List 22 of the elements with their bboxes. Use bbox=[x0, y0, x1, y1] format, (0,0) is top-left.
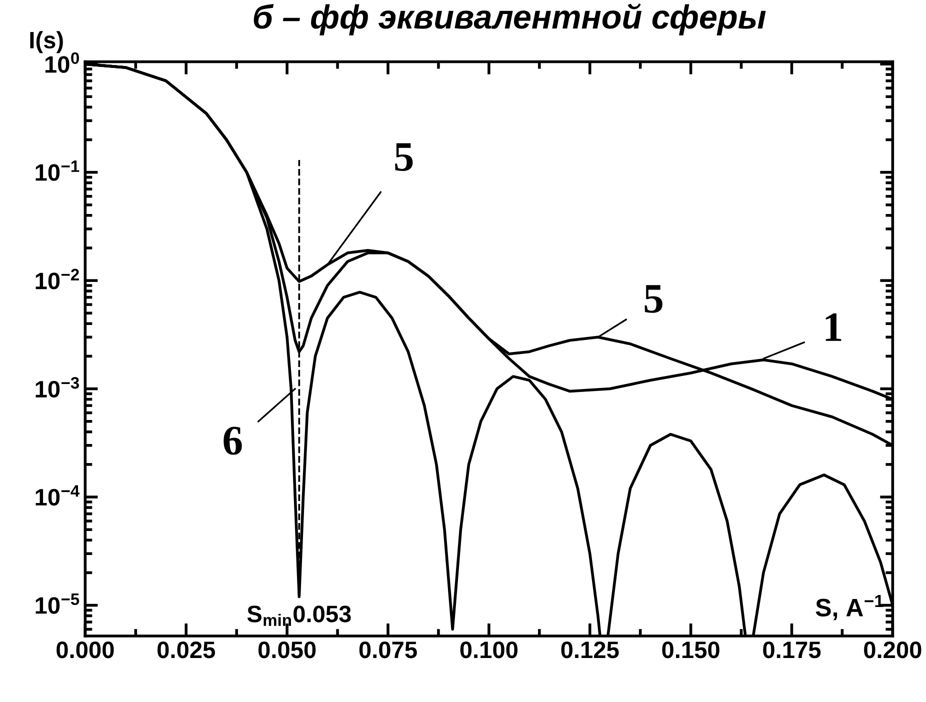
y-tick-label: 10$^{−4}$ bbox=[36, 485, 80, 506]
y-tick-label: 10$^{−3}$ bbox=[36, 377, 80, 398]
y-tick-label: 10$^{−1}$ bbox=[36, 160, 80, 181]
x-tick-label: 0.100 bbox=[460, 641, 518, 658]
y-tick-label: 10$^{−2}$ bbox=[36, 268, 79, 290]
y-tick-label: 10$^{−5}$ bbox=[36, 594, 80, 614]
chart-title: б – фф эквивалентной сферы bbox=[254, 4, 766, 36]
x-tick-label: 0.125 bbox=[561, 641, 619, 658]
annotation: 5 bbox=[644, 285, 662, 313]
x-tick-label: 0.000 bbox=[56, 641, 114, 658]
annotation: 6 bbox=[224, 426, 242, 455]
x-tick-label: 0.175 bbox=[763, 641, 821, 658]
annotation: 1 bbox=[826, 313, 842, 341]
x-tick-label: 0.050 bbox=[258, 641, 316, 658]
annotation: 5 bbox=[395, 143, 413, 171]
x-tick-label: 0.200 bbox=[864, 641, 922, 658]
y-tick-label: 10$^{0}$ bbox=[45, 52, 79, 73]
x-tick-label: 0.075 bbox=[359, 641, 417, 658]
x-tick-label: 0.025 bbox=[158, 641, 216, 658]
annotation: S$_{min}$0.053 bbox=[247, 606, 351, 626]
y-axis-title: I(s) bbox=[30, 31, 63, 54]
x-tick-label: 0.150 bbox=[662, 641, 720, 658]
